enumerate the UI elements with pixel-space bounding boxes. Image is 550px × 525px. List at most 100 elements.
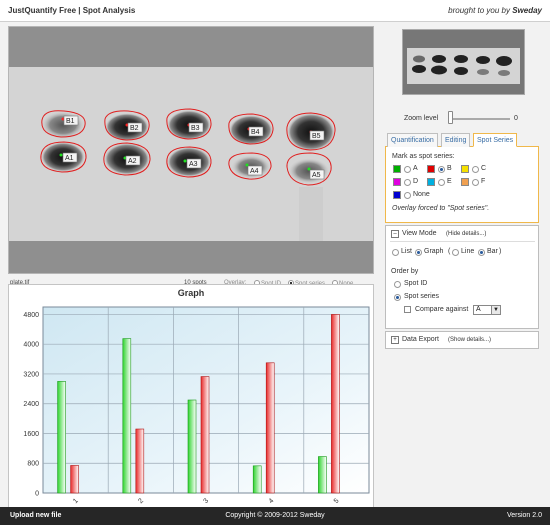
view-list-radio[interactable] [392, 249, 399, 256]
order-spot-series-label: Spot series [404, 293, 440, 300]
chevron-down-icon[interactable]: ▼ [491, 306, 500, 314]
compare-against-label: Compare against [415, 306, 469, 313]
brand-name: Sweday [512, 6, 542, 15]
series-d-label: D [413, 178, 419, 185]
spot-count: 10 spots [184, 280, 207, 286]
series-heading: Mark as spot series: [392, 153, 455, 160]
image-viewer[interactable]: B1 B2 B3 B4 B5 A1 A2 A3 A4 [8, 26, 374, 274]
plate-image[interactable]: B1 B2 B3 B4 B5 A1 A2 A3 A4 [9, 67, 373, 241]
brought-by-prefix: brought to you by [448, 6, 513, 15]
show-details-link[interactable]: (Show details...) [448, 337, 492, 343]
compare-select-value: A [476, 306, 481, 313]
order-spot-series-radio[interactable] [394, 294, 401, 301]
tab-editing[interactable]: Editing [441, 133, 471, 147]
collapse-view-mode-icon[interactable]: – [391, 230, 399, 238]
series-e-label: E [447, 178, 452, 185]
x-tick-label: 4 [268, 497, 276, 505]
bar [57, 381, 66, 494]
spot-label-a3: A3 [189, 161, 198, 168]
graph-title: Graph [177, 288, 205, 298]
zoom-value: 0 [514, 115, 518, 122]
bar [70, 465, 79, 494]
app-title: JustQuantify Free | Spot Analysis [8, 6, 136, 15]
upload-new-file-link[interactable]: Upload new file [10, 512, 62, 519]
y-tick-label: 4800 [23, 312, 39, 319]
hide-details-link[interactable]: (Hide details...) [446, 231, 487, 237]
view-line-label: Line [461, 248, 475, 255]
bar [318, 456, 327, 494]
main-area: B1 B2 B3 B4 B5 A1 A2 A3 A4 [0, 22, 550, 522]
order-spot-id-label: Spot ID [404, 280, 428, 287]
series-b-radio[interactable] [438, 166, 445, 173]
series-f-label: F [481, 178, 486, 185]
compare-against-checkbox[interactable] [404, 306, 411, 313]
y-tick-label: 4000 [23, 342, 39, 349]
paren-open: ( [448, 248, 451, 255]
filename: plate.tif [10, 280, 30, 286]
spot-label-b2: B2 [130, 125, 139, 132]
thumbnail-svg [407, 48, 520, 84]
view-graph-label: Graph [424, 248, 444, 255]
spot-label-b4: B4 [251, 129, 260, 136]
series-e-color [427, 178, 435, 186]
series-c-radio[interactable] [472, 166, 479, 173]
spot-label-b5: B5 [312, 133, 321, 140]
series-e-radio[interactable] [438, 179, 445, 186]
series-d-radio[interactable] [404, 179, 411, 186]
brought-by: brought to you by Sweday [448, 6, 542, 15]
zoom-slider-handle[interactable] [448, 111, 453, 124]
zoom-label: Zoom level [404, 115, 439, 122]
sidebar-tabs: Quantification Editing Spot Series [385, 133, 539, 147]
tab-quantification[interactable]: Quantification [387, 133, 438, 147]
bar [200, 376, 210, 494]
series-none-radio[interactable] [404, 192, 411, 199]
plate-image-svg: B1 B2 B3 B4 B5 A1 A2 A3 A4 [40, 108, 336, 241]
y-tick-label: 0 [35, 491, 39, 498]
view-mode-panel: – View Mode (Hide details...) List Graph… [385, 225, 539, 329]
series-f-radio[interactable] [472, 179, 479, 186]
order-spot-id-radio[interactable] [394, 281, 401, 288]
zoom-slider-track[interactable] [452, 118, 510, 120]
overlay-label: Overlay: [224, 280, 247, 286]
spot-label-a1: A1 [65, 155, 74, 162]
view-bar-radio[interactable] [478, 249, 485, 256]
order-by-label: Order by [391, 268, 419, 275]
data-export-title: Data Export [402, 336, 439, 343]
series-a-label: A [413, 165, 418, 172]
x-tick-label: 3 [202, 497, 210, 505]
spot-label-b1: B1 [66, 118, 75, 125]
tab-spot-series[interactable]: Spot Series [473, 133, 518, 147]
bar [187, 399, 197, 494]
view-bar-label: Bar [487, 248, 498, 255]
series-none-label: None [413, 191, 430, 198]
spot-label-b3: B3 [191, 125, 200, 132]
view-line-radio[interactable] [452, 249, 459, 256]
paren-close: ) [499, 248, 502, 255]
y-tick-label: 2400 [23, 401, 39, 408]
version: Version 2.0 [506, 512, 542, 519]
compare-against-select[interactable]: A ▼ [473, 305, 501, 315]
bar [122, 338, 132, 494]
view-graph-radio[interactable] [415, 249, 422, 256]
bar [265, 362, 275, 494]
spot-label-a2: A2 [128, 158, 137, 165]
series-b-label: B [447, 165, 452, 172]
spot-label-a4: A4 [250, 168, 259, 175]
expand-data-export-icon[interactable]: + [391, 336, 399, 344]
y-tick-label: 1600 [23, 431, 39, 438]
series-b-color [427, 165, 435, 173]
overlay-forced-note: Overlay forced to "Spot series". [392, 205, 490, 212]
bar-chart: 0 800 1600 2400 3200 4000 4800 1 2 3 4 5 [23, 306, 370, 505]
series-none-color [393, 191, 401, 199]
view-mode-title: View Mode [402, 230, 437, 237]
y-tick-label: 3200 [23, 371, 39, 378]
bar [252, 465, 262, 494]
series-f-color [461, 178, 469, 186]
thumbnail-preview[interactable] [402, 29, 525, 95]
x-tick-label: 2 [137, 497, 145, 505]
footer-bar: Upload new file Copyright © 2009-2012 Sw… [0, 507, 550, 525]
series-d-color [393, 178, 401, 186]
series-a-radio[interactable] [404, 166, 411, 173]
y-tick-label: 800 [27, 461, 39, 468]
series-c-color [461, 165, 469, 173]
